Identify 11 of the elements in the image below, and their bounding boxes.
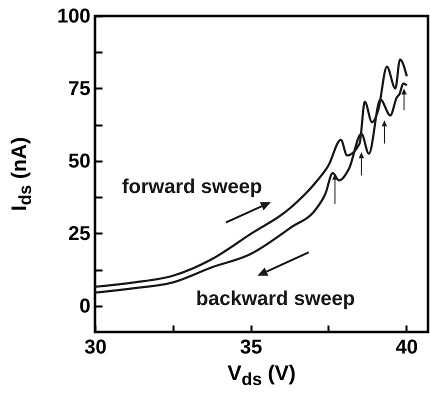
y-tick-label: 75 bbox=[68, 78, 90, 100]
annotation: backward sweep bbox=[196, 288, 355, 310]
y-tick-label: 0 bbox=[79, 295, 90, 318]
x-tick-label: 30 bbox=[84, 336, 107, 358]
x-tick-label: 40 bbox=[396, 336, 418, 358]
annotation: forward sweep bbox=[122, 176, 262, 198]
x-axis-title: V$_{ds}$ (V) bbox=[228, 362, 296, 390]
y-tick-label: 100 bbox=[57, 6, 90, 28]
y-tick-label: 50 bbox=[68, 150, 90, 172]
y-tick-label: 25 bbox=[68, 222, 90, 245]
x-tick-label: 35 bbox=[240, 336, 262, 358]
